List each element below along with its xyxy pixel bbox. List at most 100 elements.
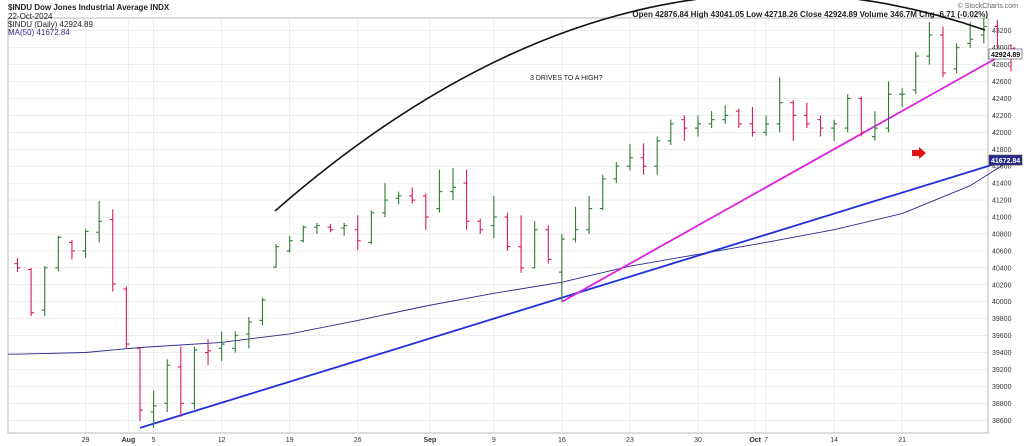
ohlc-bar [939,26,946,78]
x-tick-label: 30 [694,437,702,444]
ohlc-bar [436,169,443,213]
y-tick-label: 39600 [992,333,1012,340]
ohlc-bar [28,267,35,317]
x-tick-label: 14 [830,437,838,444]
last-price-tag-text: 42924.89 [991,52,1020,59]
ohlc-bar [409,187,416,204]
x-tick-label: 9 [492,437,496,444]
x-tick-label: Aug [122,437,136,444]
ohlc-bar [245,316,252,349]
three-drives-arc [274,0,986,212]
legend-ma: MA(50) 41672.84 [8,28,70,37]
x-tick-label: 16 [558,437,566,444]
ohlc-bar [327,223,334,233]
watermark: © StockCharts.com [958,2,1019,10]
ohlc-bar [899,88,906,107]
ohlc-bar [640,143,647,175]
price-tags: 42924.89 41672.84 [988,48,1023,166]
ohlc-bar [341,222,348,236]
ohlc-bar [123,286,130,349]
ohlc-bar [763,115,770,136]
ohlc-bar [531,221,538,269]
ma50-line [8,159,1012,355]
x-tick-label: 5 [152,437,156,444]
ohlc-bar [300,225,307,243]
ohlc-bar [136,347,143,422]
ohlc-bar [191,346,198,410]
y-tick-label: 39000 [992,384,1012,391]
ohlc-bar [858,96,865,137]
y-tick-label: 40600 [992,248,1012,255]
ohlc-bar [681,115,688,141]
ohlc-bar [749,106,756,137]
ma-price-tag: 41672.84 [988,154,1023,166]
gridlines [8,18,988,433]
y-tick-label: 39200 [992,367,1012,374]
plot-area [7,17,989,434]
ohlc-bar [953,43,960,74]
ohlc-bar [599,174,606,211]
ohlc-bar [273,244,280,268]
x-axis-labels: 29 Aug 5 12 19 26 Sep 9 16 23 30 Oct 7 14 21 [82,437,906,444]
ohlc-bar [572,206,579,243]
ohlc-bar [613,161,620,184]
ohlc-bar [586,195,593,234]
y-tick-label: 40000 [992,299,1012,306]
ohlc-bar [463,169,470,230]
overlay-lines [8,46,1016,429]
ohlc-bar [885,81,892,133]
x-tick-label: 26 [354,437,362,444]
y-tick-label: 38600 [992,418,1012,425]
y-tick-label: 42800 [992,62,1012,69]
x-tick-label: 21 [898,437,906,444]
y-tick-label: 41200 [992,198,1012,205]
ohlc-bar [545,225,552,264]
ohlc-bar [844,94,851,133]
y-tick-label: 38800 [992,401,1012,408]
ohlc-bar [722,105,729,124]
ohlc-readout: Open 42876.84 High 43041.05 Low 42718.26… [632,10,988,19]
y-tick-label: 41800 [992,147,1012,154]
ohlc-bar [41,266,48,317]
ohlc-bar [871,111,878,141]
ohlc-bar [980,18,987,44]
ohlc-bar [109,209,116,292]
y-tick-label: 42400 [992,96,1012,103]
y-tick-label: 41000 [992,215,1012,222]
y-tick-label: 41600 [992,164,1012,171]
ma-price-tag-box [988,154,1023,166]
ohlc-bar [912,51,919,95]
ohlc-bar [205,338,212,366]
ohlc-bar [967,22,974,48]
ohlc-bar [68,239,75,260]
ohlc-bar [558,233,565,302]
ohlc-bar [708,111,715,129]
symbol-title: $INDU Dow Jones Industrial Average INDX [8,3,170,12]
ohlc-bar [218,331,225,362]
last-price-tag: 42924.89 [988,48,1023,60]
x-tick-label: 7 [764,437,768,444]
y-tick-label: 41400 [992,181,1012,188]
ohlc-bar [150,390,157,428]
ohlc-bar [82,228,89,258]
ohlc-bar [817,115,824,137]
chart-date: 22-Oct-2024 [8,12,53,21]
ohlc-bar [790,100,797,141]
ohlc-bar [313,222,320,234]
ohlc-bar [667,119,674,146]
x-tick-label: 29 [82,437,90,444]
price-bars [14,18,1015,428]
ohlc-bar [450,167,457,201]
y-tick-label: 39800 [992,316,1012,323]
red-arrow-icon [912,147,926,159]
ohlc-bar [232,331,239,353]
ohlc-bar [286,235,293,253]
ohlc-bar [381,183,388,218]
ohlc-bar [518,215,525,273]
y-tick-label: 39400 [992,350,1012,357]
x-tick-label: 23 [626,437,634,444]
x-tick-label: Oct [749,437,761,444]
ohlc-bar [354,215,361,251]
ohlc-bar [695,115,701,137]
